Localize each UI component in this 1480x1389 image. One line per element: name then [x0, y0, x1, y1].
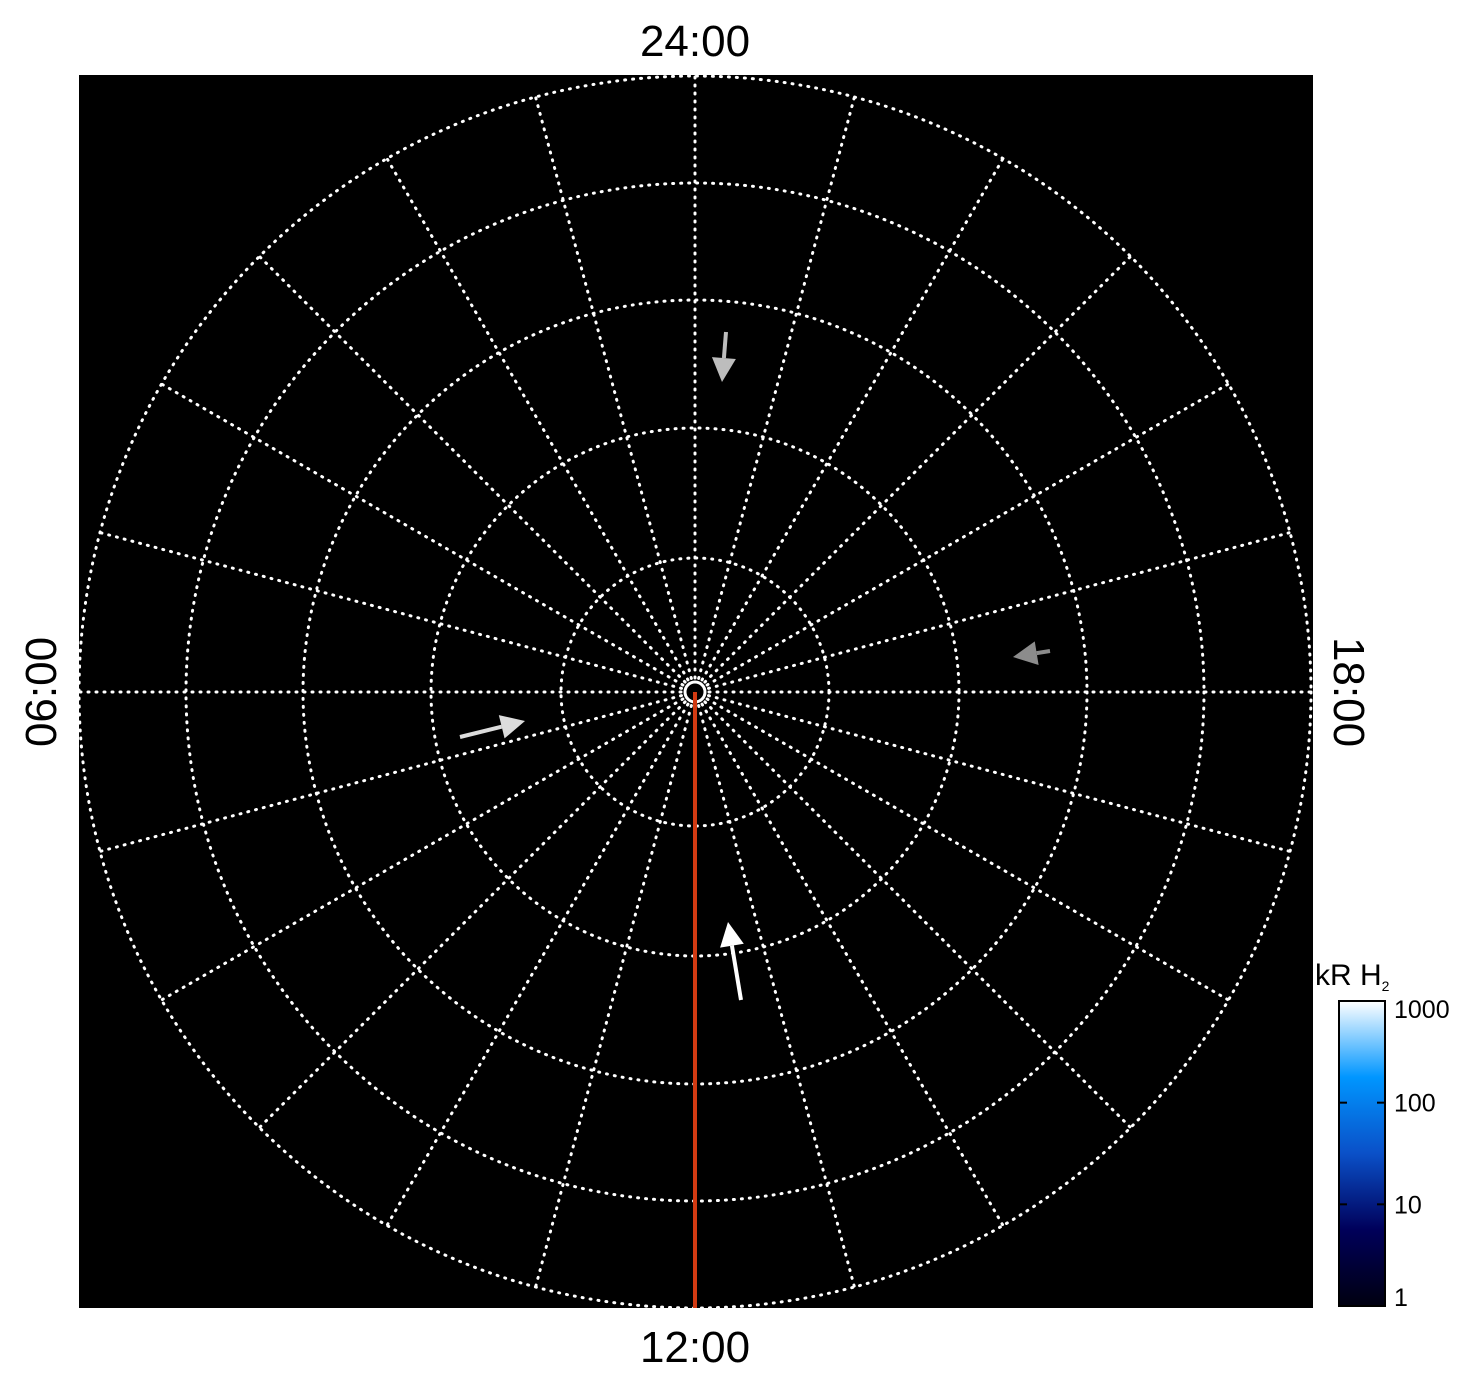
- arrow-up: [720, 922, 744, 1001]
- colorbar-tick-label: 1: [1394, 1284, 1408, 1312]
- colorbar-gradient: [1338, 1000, 1386, 1307]
- colorbar-tick-label: 100: [1394, 1090, 1436, 1118]
- label-top: 24:00: [640, 17, 750, 66]
- arrow-right: [459, 715, 525, 739]
- arrow-left: [1013, 641, 1051, 666]
- colorbar-tick-label: 10: [1394, 1191, 1422, 1219]
- label-bottom: 12:00: [640, 1323, 750, 1372]
- label-left: 06:00: [17, 637, 66, 747]
- arrow-down: [711, 331, 736, 382]
- arrows: [459, 331, 1051, 1001]
- colorbar-tick-label: 1000: [1394, 996, 1450, 1024]
- colorbar: kR H2 1000 100 10 1: [1315, 959, 1450, 1312]
- colorbar-title-subscript: 2: [1382, 978, 1390, 994]
- label-right: 18:00: [1324, 637, 1373, 747]
- colorbar-title: kR H2: [1315, 959, 1390, 994]
